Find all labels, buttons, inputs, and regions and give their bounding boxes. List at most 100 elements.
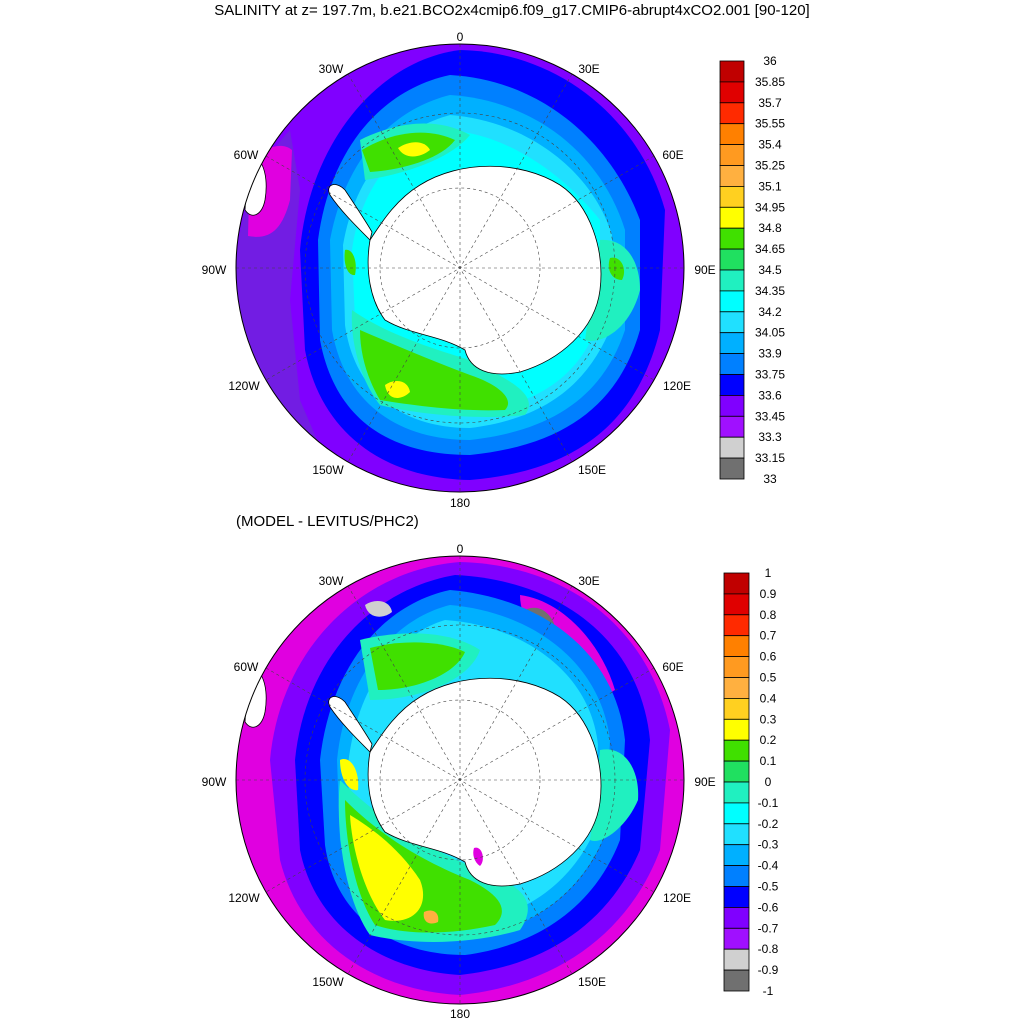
lon-label-30w: 30W [319, 574, 344, 588]
salinity-colorbar: 36 35.85 35.7 35.55 35.4 35.25 35.1 34.95 34.8 34… [719, 54, 785, 486]
difference-colorbar-swatch [723, 927, 750, 950]
salinity-colorbar-swatch [719, 394, 745, 417]
difference-colorbar-tick-label: 0.1 [760, 754, 777, 768]
lon-label-60w: 60W [234, 148, 259, 162]
difference-colorbar-tick-label: -0.1 [758, 796, 779, 810]
salinity-colorbar-tick-label: 33.6 [758, 388, 782, 402]
salinity-colorbar-swatch [719, 248, 745, 271]
difference-colorbar-tick-label: -1 [763, 984, 774, 998]
salinity-colorbar-tick-label: 35.7 [758, 96, 782, 110]
difference-colorbar-swatch [723, 635, 750, 658]
salinity-colorbar-tick-label: 33.3 [758, 430, 782, 444]
lon-label-150e: 150E [578, 975, 606, 989]
difference-lon-labels: 0 30E 60E 90E 120E 150E 180 150W 120W 90… [202, 542, 716, 1021]
salinity-colorbar-tick-label: 35.4 [758, 138, 782, 152]
lon-label-90w: 90W [202, 263, 227, 277]
lon-label-0: 0 [457, 542, 464, 556]
salinity-colorbar-swatch [719, 144, 745, 166]
difference-map [235, 555, 685, 1005]
salinity-colorbar-swatch [719, 102, 745, 125]
salinity-colorbar-swatch [719, 332, 745, 355]
lon-label-30w: 30W [319, 62, 344, 76]
salinity-colorbar-swatch [719, 269, 745, 292]
difference-colorbar-swatch [723, 593, 750, 616]
difference-colorbar: 1 0.9 0.8 0.7 0.6 0.5 0.4 0.3 0.2 0.1 0 -0.1 -0.2 -0.… [723, 566, 779, 998]
difference-colorbar-tick-label: -0.8 [758, 942, 779, 956]
difference-colorbar-swatch [723, 614, 750, 637]
difference-colorbar-swatch [723, 844, 750, 867]
lon-label-150w: 150W [312, 975, 344, 989]
difference-colorbar-swatch [723, 907, 750, 929]
lon-label-90e: 90E [694, 263, 715, 277]
lon-label-90e: 90E [694, 775, 715, 789]
salinity-colorbar-tick-label: 33.15 [755, 451, 785, 465]
salinity-colorbar-tick-label: 33.45 [755, 409, 785, 423]
difference-colorbar-tick-label: 0.3 [760, 712, 777, 726]
salinity-map [235, 43, 685, 493]
lon-label-150e: 150E [578, 463, 606, 477]
salinity-colorbar-swatch [719, 415, 745, 438]
salinity-colorbar-tick-label: 34.35 [755, 284, 785, 298]
salinity-colorbar-tick-label: 36 [763, 54, 777, 68]
salinity-colorbar-swatch [719, 457, 745, 480]
difference-colorbar-tick-label: 0 [765, 775, 772, 789]
salinity-colorbar-tick-label: 34.8 [758, 221, 782, 235]
lon-label-180: 180 [450, 496, 470, 510]
salinity-colorbar-tick-label: 34.05 [755, 326, 785, 340]
salinity-colorbar-swatch [719, 374, 745, 396]
salinity-colorbar-swatch [719, 353, 745, 375]
difference-colorbar-tick-label: 0.8 [760, 608, 777, 622]
salinity-colorbar-tick-label: 35.1 [758, 179, 782, 193]
lon-label-0: 0 [457, 30, 464, 44]
salinity-colorbar-tick-label: 35.25 [755, 159, 785, 173]
difference-colorbar-tick-label: 0.6 [760, 650, 777, 664]
salinity-colorbar-tick-label: 33.9 [758, 347, 782, 361]
difference-colorbar-tick-label: -0.7 [758, 921, 779, 935]
difference-colorbar-swatch [723, 802, 750, 825]
salinity-colorbar-tick-label: 34.5 [758, 263, 782, 277]
salinity-colorbar-swatch [719, 311, 745, 334]
lon-label-120e: 120E [663, 379, 691, 393]
difference-colorbar-swatch [723, 823, 750, 846]
salinity-colorbar-swatch [719, 60, 745, 83]
difference-colorbar-tick-label: 0.7 [760, 629, 777, 643]
lon-label-180: 180 [450, 1007, 470, 1021]
difference-colorbar-tick-label: -0.3 [758, 838, 779, 852]
salinity-colorbar-tick-label: 34.2 [758, 305, 782, 319]
salinity-colorbar-swatch [719, 165, 745, 187]
difference-colorbar-swatch [723, 656, 750, 678]
salinity-colorbar-swatch [719, 123, 745, 145]
salinity-colorbar-tick-label: 34.65 [755, 242, 785, 256]
difference-colorbar-swatch [723, 718, 750, 741]
difference-colorbar-tick-label: -0.4 [758, 859, 779, 873]
lon-label-120w: 120W [228, 891, 260, 905]
difference-colorbar-tick-label: -0.2 [758, 817, 779, 831]
difference-colorbar-swatch [723, 948, 750, 971]
difference-colorbar-tick-label: -0.5 [758, 880, 779, 894]
difference-colorbar-swatch [723, 969, 750, 992]
lon-label-60e: 60E [662, 660, 683, 674]
lon-label-90w: 90W [202, 775, 227, 789]
difference-colorbar-tick-label: 0.9 [760, 587, 777, 601]
figure-title: SALINITY at z= 197.7m, b.e21.BCO2x4cmip6… [214, 2, 810, 19]
lon-label-150w: 150W [312, 463, 344, 477]
difference-colorbar-swatch [723, 739, 750, 762]
lon-label-30e: 30E [578, 574, 599, 588]
lon-label-60e: 60E [662, 148, 683, 162]
difference-colorbar-swatch [723, 677, 750, 699]
salinity-lon-labels: 0 30E 60E 90E 120E 150E 180 150W 120W 90… [202, 30, 716, 510]
salinity-colorbar-tick-label: 35.55 [755, 117, 785, 131]
difference-colorbar-tick-label: -0.6 [758, 900, 779, 914]
difference-colorbar-tick-label: 1 [765, 566, 772, 580]
salinity-colorbar-swatch [719, 436, 745, 459]
difference-colorbar-swatch [723, 865, 750, 887]
difference-colorbar-swatch [723, 760, 750, 783]
salinity-colorbar-swatch [719, 81, 745, 104]
difference-colorbar-tick-label: -0.9 [758, 963, 779, 977]
difference-colorbar-swatch [723, 781, 750, 804]
salinity-colorbar-swatch [719, 206, 745, 229]
salinity-colorbar-tick-label: 33.75 [755, 368, 785, 382]
lon-label-60w: 60W [234, 660, 259, 674]
difference-colorbar-swatch [723, 886, 750, 908]
